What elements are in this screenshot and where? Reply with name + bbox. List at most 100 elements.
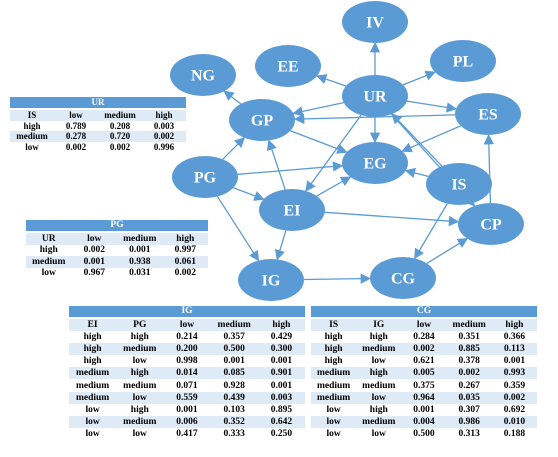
node-label: CP — [480, 217, 502, 234]
edge-ur-pl — [402, 70, 436, 86]
table-cell: 0.250 — [257, 427, 305, 440]
node-gp: GP — [229, 99, 295, 141]
table-cell: 0.885 — [446, 343, 492, 356]
table-cell: medium — [69, 391, 117, 404]
table-cell: medium — [26, 256, 72, 268]
table-cell: 0.500 — [210, 343, 258, 356]
table-cell: low — [69, 403, 117, 416]
table-cell: 0.720 — [98, 131, 142, 142]
table-cell: 0.002 — [54, 141, 98, 152]
node-pg: PG — [172, 156, 238, 198]
edge-is-cg — [414, 203, 448, 260]
table-cell: high — [356, 367, 402, 380]
table-cell: 0.031 — [117, 267, 163, 279]
table-cell: medium — [311, 367, 357, 380]
table-cell: medium — [116, 415, 164, 428]
table-row: low high 0.001 0.103 0.895 — [69, 403, 305, 416]
column-header: EI — [69, 319, 117, 332]
table-cell: 0.559 — [163, 391, 211, 404]
node-ellipse — [455, 93, 521, 135]
node-ellipse — [426, 163, 492, 205]
table-cell: 0.002 — [142, 131, 186, 142]
nodes: IV PL EE NG UR ES GP EG PG IS EI CP IG CG — [170, 1, 524, 301]
table-cell: medium — [116, 343, 164, 356]
table-cell: low — [116, 427, 164, 440]
ur-table-title: UR — [10, 97, 186, 110]
table-row: medium 0.001 0.938 0.061 — [26, 256, 208, 268]
table-cell: 0.993 — [491, 367, 537, 380]
node-label: EE — [277, 59, 298, 76]
node-label: NG — [191, 68, 216, 85]
node-ellipse — [342, 142, 408, 184]
table-cell: high — [69, 331, 117, 344]
table-cell: 0.997 — [162, 244, 208, 256]
edge-gp-eg — [290, 130, 348, 154]
table-cell: high — [356, 331, 402, 344]
edge-pg-eg — [237, 161, 344, 175]
table-cell: 0.284 — [401, 331, 447, 344]
edge-ur-ee — [316, 74, 347, 87]
edge-pg-gp — [222, 136, 246, 160]
node-ellipse — [255, 45, 321, 87]
table-cell: high — [69, 355, 117, 368]
node-eg: EG — [342, 142, 408, 184]
table-cell: 0.001 — [163, 403, 211, 416]
node-ellipse — [342, 75, 408, 117]
table-cell: low — [356, 391, 402, 404]
node-ellipse — [238, 259, 304, 301]
table-cell: low — [356, 427, 402, 440]
edge-gp-ng — [223, 90, 242, 105]
table-cell: 0.002 — [491, 391, 537, 404]
ig-probability-table: IG EI PG low medium high high high 0.214 0.357 0.… — [69, 306, 305, 440]
table-row: medium medium 0.071 0.928 0.001 — [69, 379, 305, 392]
table-cell: 0.901 — [257, 367, 305, 380]
table-cell: medium — [356, 343, 402, 356]
table-cell: high — [311, 331, 357, 344]
cg-probability-table: CG IS IG low medium high high high 0.284 0.351 0.… — [311, 306, 537, 440]
table-row: low medium 0.004 0.986 0.010 — [311, 415, 537, 428]
table-cell: medium — [10, 131, 54, 142]
table-row: high low 0.998 0.001 0.001 — [69, 355, 305, 368]
table-cell: low — [356, 355, 402, 368]
node-label: IS — [451, 177, 466, 194]
edge-cp-es — [483, 133, 495, 204]
table-cell: 0.998 — [163, 355, 211, 368]
node-label: CG — [391, 271, 416, 288]
node-ig: IG — [238, 259, 304, 301]
table-cell: 0.103 — [210, 403, 258, 416]
column-header: PG — [116, 319, 164, 332]
table-row: low low 0.500 0.313 0.188 — [311, 427, 537, 440]
table-cell: 0.278 — [54, 131, 98, 142]
table-cell: 0.014 — [163, 367, 211, 380]
column-header: medium — [98, 110, 142, 121]
table-cell: 0.071 — [163, 379, 211, 392]
table-cell: 0.006 — [163, 415, 211, 428]
node-ellipse — [458, 203, 524, 245]
table-cell: medium — [356, 379, 402, 392]
table-cell: 0.001 — [491, 355, 537, 368]
table-cell: 0.351 — [446, 331, 492, 344]
node-cg: CG — [370, 257, 436, 299]
table-cell: 0.267 — [446, 379, 492, 392]
table-cell: 0.001 — [257, 355, 305, 368]
table-row: low high 0.001 0.307 0.692 — [311, 403, 537, 416]
column-header: low — [71, 233, 117, 245]
node-pl: PL — [430, 40, 496, 82]
column-header: IS — [10, 110, 54, 121]
table-cell: 0.642 — [257, 415, 305, 428]
edge-cg-cp — [426, 238, 469, 264]
column-header: high — [257, 319, 305, 332]
table-cell: low — [26, 267, 72, 279]
table-cell: 0.003 — [142, 120, 186, 131]
node-ellipse — [370, 257, 436, 299]
table-cell: 0.621 — [401, 355, 447, 368]
table-cell: 0.002 — [401, 343, 447, 356]
node-ng: NG — [170, 54, 236, 96]
pg-table-title: PG — [26, 220, 208, 233]
table-row: high 0.789 0.208 0.003 — [10, 120, 186, 131]
node-ur: UR — [342, 75, 408, 117]
table-row: high medium 0.002 0.885 0.113 — [311, 343, 537, 356]
table-row: high low 0.621 0.378 0.001 — [311, 355, 537, 368]
node-label: EI — [284, 203, 301, 220]
